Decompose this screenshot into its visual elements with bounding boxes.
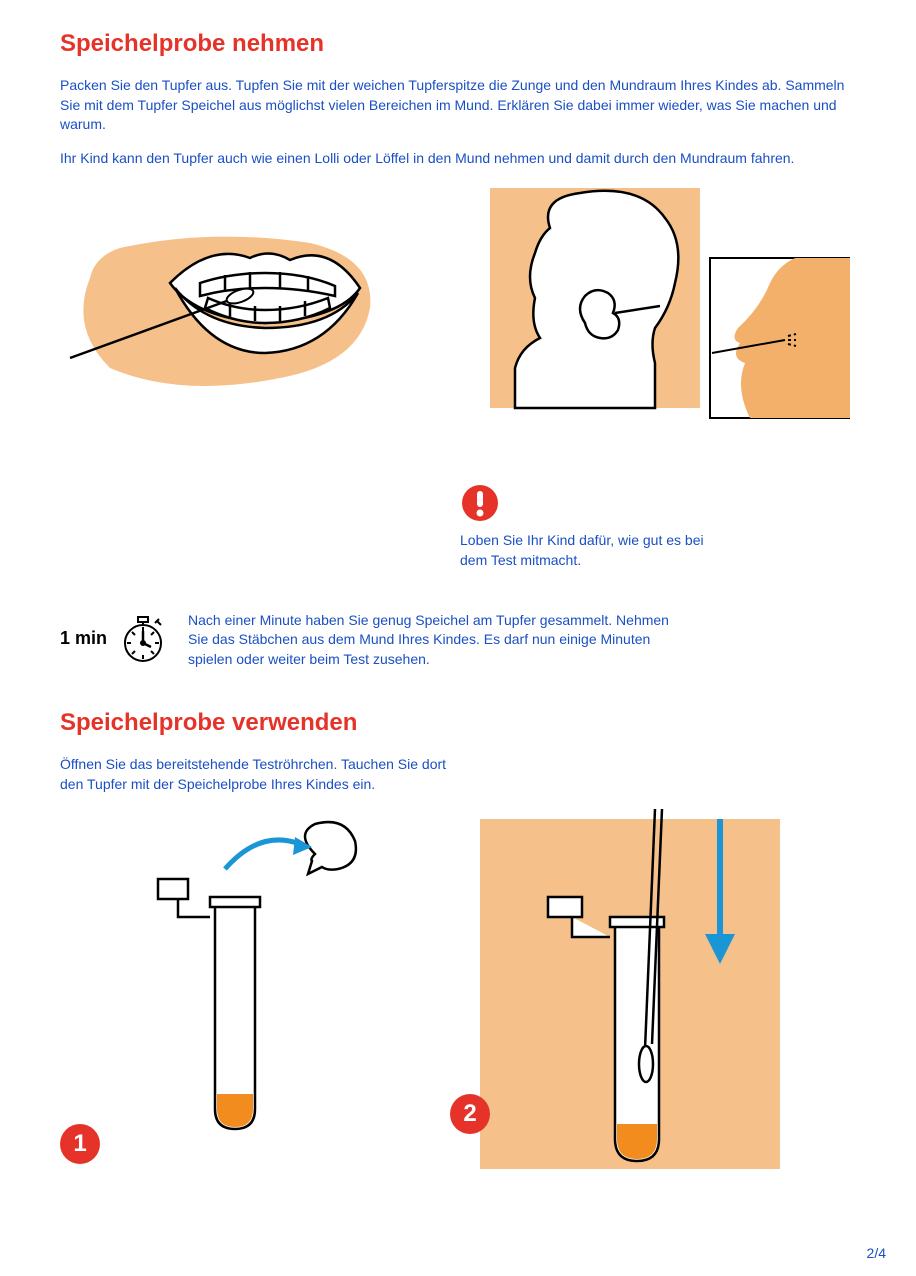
section2-title: Speichelprobe verwenden	[60, 709, 856, 737]
alert-text: Loben Sie Ihr Kind dafür, wie gut es bei…	[460, 531, 720, 570]
timer-text: Nach einer Minute haben Sie genug Speich…	[188, 611, 688, 670]
step2-badge: 2	[450, 1094, 490, 1134]
section1-title: Speichelprobe nehmen	[60, 30, 856, 58]
section1-p2: Ihr Kind kann den Tupfer auch wie einen …	[60, 149, 856, 169]
step1-badge: 1	[60, 1124, 100, 1164]
step2-illustration: 2	[440, 809, 800, 1194]
timer-row: 1 min Nac	[60, 611, 856, 670]
step1-illustration: 1	[60, 809, 380, 1194]
section1-illustrations: Loben Sie Ihr Kind dafür, wie gut es bei…	[60, 188, 856, 570]
illustration-child: Loben Sie Ihr Kind dafür, wie gut es bei…	[430, 188, 850, 570]
illustration-mouth-swab	[60, 188, 400, 570]
section1-p1: Packen Sie den Tupfer aus. Tupfen Sie mi…	[60, 76, 856, 135]
section2-p1: Öffnen Sie das bereitstehende Teströhrch…	[60, 755, 460, 794]
timer-label: 1 min	[60, 628, 107, 649]
stopwatch-icon	[113, 611, 168, 666]
alert-icon	[460, 483, 500, 523]
section2-illustrations: 1 2	[60, 809, 856, 1194]
page-number: 2/4	[867, 1245, 886, 1261]
